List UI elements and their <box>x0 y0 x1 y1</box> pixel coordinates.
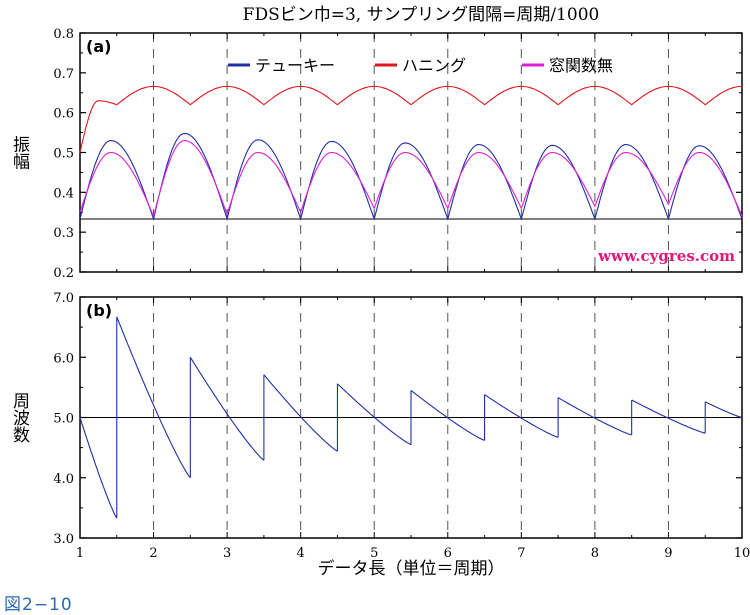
x-tick-label: 6 <box>444 546 452 561</box>
figure-caption: 図2−10 <box>4 595 73 615</box>
y-tick-label: 5.0 <box>53 412 74 427</box>
y-tick-label: 3.0 <box>53 532 74 547</box>
panel-label: (b) <box>86 301 112 320</box>
x-tick-label: 5 <box>370 546 378 561</box>
x-tick-label: 8 <box>591 546 599 561</box>
x-tick-label: 7 <box>517 546 525 561</box>
x-tick-label: 3 <box>223 546 231 561</box>
chart-title: FDSビン巾=3, サンプリング間隔=周期/1000 <box>243 5 600 25</box>
legend-label: 窓関数無 <box>549 56 613 75</box>
series-line-frequency <box>410 389 485 441</box>
series-line-frequency <box>116 316 191 479</box>
y-tick-label: 0.7 <box>53 67 74 82</box>
y-tick-label: 0.4 <box>53 186 74 201</box>
y-tick-label: 0.2 <box>53 266 74 281</box>
series-line-none <box>79 140 743 218</box>
x-axis-title: データ長（単位＝周期） <box>318 558 505 579</box>
x-tick-label: 2 <box>149 546 157 561</box>
series-line-frequency <box>263 374 338 452</box>
x-tick-label: 4 <box>297 546 305 561</box>
series-line-frequency <box>79 417 118 519</box>
y-tick-label: 4.0 <box>53 472 74 487</box>
y-tick-label: 0.5 <box>53 147 74 162</box>
series-line-frequency <box>484 394 559 438</box>
legend-label: ハニング <box>402 56 466 75</box>
panel-a: 0.2 0.3 0.4 0.5 0.6 0.7 0.8 振幅 FDSビン巾=3, サンプリング間… <box>9 5 743 281</box>
y-tick-label: 0.3 <box>53 226 74 241</box>
x-tick-label: 10 <box>734 546 750 561</box>
y-axis-title: 周波数 <box>9 392 30 443</box>
y-tick-label: 7.0 <box>53 291 74 306</box>
legend-label: テューキー <box>255 56 335 75</box>
series-line-tukey <box>79 132 743 222</box>
series-line-hanning <box>79 85 743 153</box>
series-line-frequency <box>337 383 412 446</box>
panel-b: 3.0 4.0 5.0 6.0 7.0 1 2 3 4 5 6 7 8 9 10 周波数データ長（単位＝周期）… <box>9 291 750 579</box>
x-tick-label: 1 <box>76 546 84 561</box>
series-line-frequency <box>704 401 743 419</box>
y-axis-title: 振幅 <box>9 135 30 169</box>
y-tick-label: 0.8 <box>53 27 74 42</box>
series-line-frequency <box>557 397 632 436</box>
series-line-frequency <box>631 399 706 434</box>
panel-label: (a) <box>86 37 111 56</box>
watermark-text: www.cygres.com <box>597 247 735 265</box>
y-tick-label: 0.6 <box>53 107 74 122</box>
series-line-frequency <box>189 356 265 461</box>
y-tick-label: 6.0 <box>53 351 74 366</box>
x-tick-label: 9 <box>664 546 672 561</box>
